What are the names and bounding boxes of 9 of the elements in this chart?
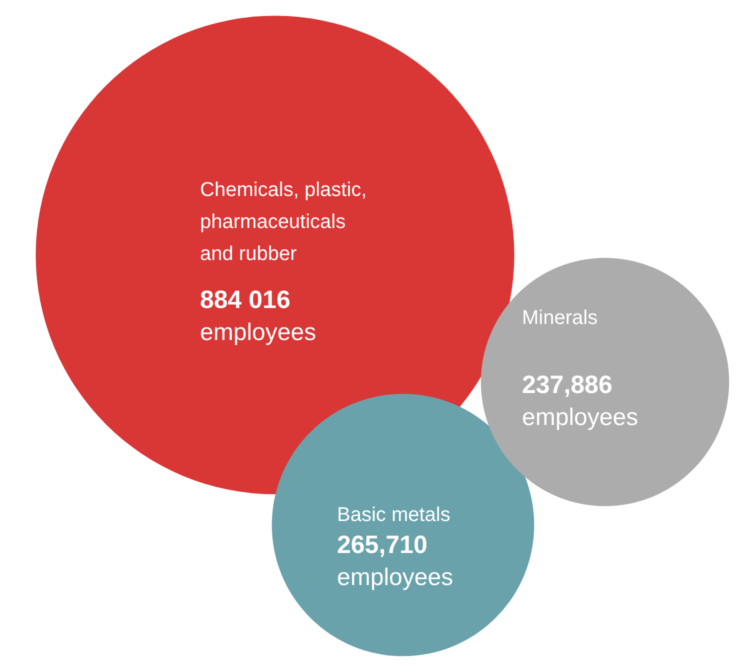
text: employees	[200, 319, 316, 346]
data-label: 237,886	[522, 371, 612, 399]
category-label: Minerals	[522, 307, 598, 329]
data-label: 265,710	[337, 531, 428, 559]
text: employees	[337, 564, 454, 591]
data-label: 884 016	[200, 286, 290, 314]
text: employees	[522, 404, 638, 431]
category-label: Basic metals	[337, 504, 450, 526]
category-label: Chemicals, plastic, pharmaceuticals and rubber	[200, 179, 367, 265]
